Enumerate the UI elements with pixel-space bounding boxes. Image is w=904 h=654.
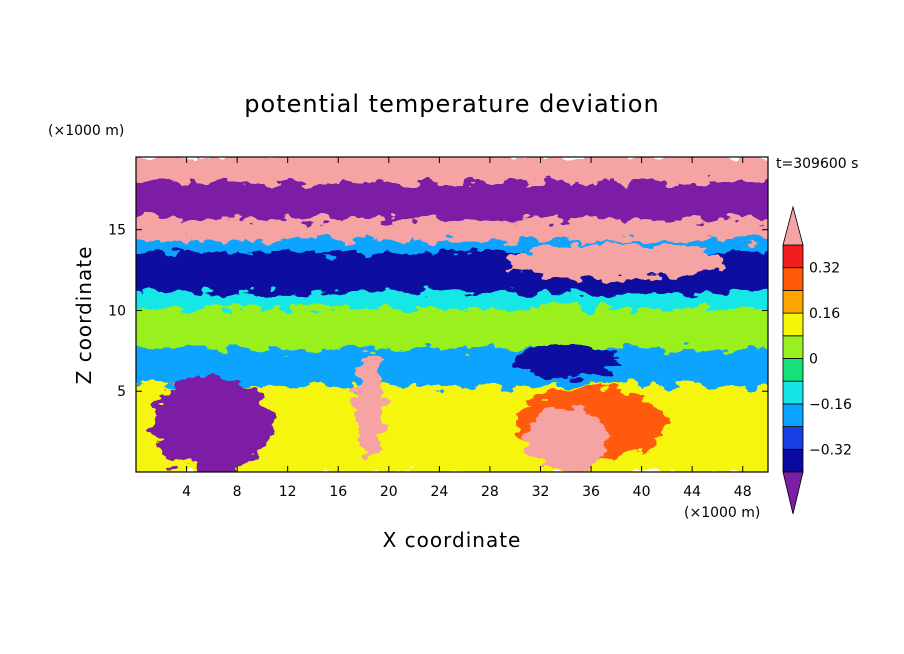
plot-area <box>136 157 768 472</box>
colorbar-band <box>782 380 804 405</box>
y-unit-label: (×1000 m) <box>48 123 124 139</box>
y-tick-label: 10 <box>108 303 126 319</box>
contour-feature-5 <box>525 405 606 472</box>
colorbar-band <box>782 267 804 291</box>
y-axis-label: Z coordinate <box>72 246 96 385</box>
colorbar-tick-label: 0 <box>809 352 818 368</box>
x-axis-label: X coordinate <box>383 528 522 552</box>
x-tick-label: 24 <box>430 484 448 500</box>
colorbar-over-arrow <box>782 205 804 246</box>
plot-frame <box>135 156 769 473</box>
contour-feature-2 <box>510 346 621 379</box>
contour-field <box>136 157 768 472</box>
contour-feature-3 <box>151 375 272 472</box>
colorbar-band <box>782 335 804 359</box>
colorbar-band <box>782 403 804 427</box>
x-tick-label: 20 <box>380 484 398 500</box>
contour-layer-5 <box>136 292 768 313</box>
x-tick-label: 28 <box>481 484 499 500</box>
x-tick-label: 32 <box>532 484 550 500</box>
x-tick-label: 44 <box>683 484 701 500</box>
time-label: t=309600 s <box>776 156 858 172</box>
colorbar-under-arrow <box>782 471 804 515</box>
colorbar-band <box>782 312 804 337</box>
x-tick-label: 4 <box>182 484 191 500</box>
y-tick-label: 15 <box>108 223 126 239</box>
x-tick-label: 12 <box>279 484 297 500</box>
contour-layer-1 <box>136 182 768 224</box>
contour-feature-6 <box>355 352 384 463</box>
contour-layer-6 <box>136 308 768 353</box>
colorbar-band <box>782 448 804 473</box>
x-tick-label: 36 <box>582 484 600 500</box>
contour-feature-1 <box>506 244 727 280</box>
x-tick-label: 16 <box>329 484 347 500</box>
colorbar-tick-label: 0.32 <box>809 261 840 277</box>
x-tick-label: 48 <box>734 484 752 500</box>
chart-title: potential temperature deviation <box>244 90 659 118</box>
x-tick-label: 40 <box>633 484 651 500</box>
x-axis: 4 8 12 16 20 24 28 32 36 40 44 48 <box>182 157 752 500</box>
colorbar-band <box>782 244 804 269</box>
colorbar-band <box>782 426 804 450</box>
y-axis: 5 10 15 <box>108 223 768 400</box>
colorbar-band <box>782 289 804 314</box>
x-unit-label: (×1000 m) <box>684 505 760 521</box>
contour-feature-0 <box>382 259 522 288</box>
contour-layer-0 <box>136 157 768 187</box>
colorbar-tick-label: −0.32 <box>809 442 852 458</box>
colorbar-tick-label: 0.16 <box>809 306 840 322</box>
colorbar-tick-label: −0.16 <box>809 397 852 413</box>
contour-layer-2 <box>136 219 768 245</box>
colorbar: 0.32 0.16 0 −0.16 −0.32 <box>782 205 852 515</box>
colorbar-band <box>782 358 804 382</box>
y-tick-label: 5 <box>117 384 126 400</box>
x-tick-label: 8 <box>233 484 242 500</box>
